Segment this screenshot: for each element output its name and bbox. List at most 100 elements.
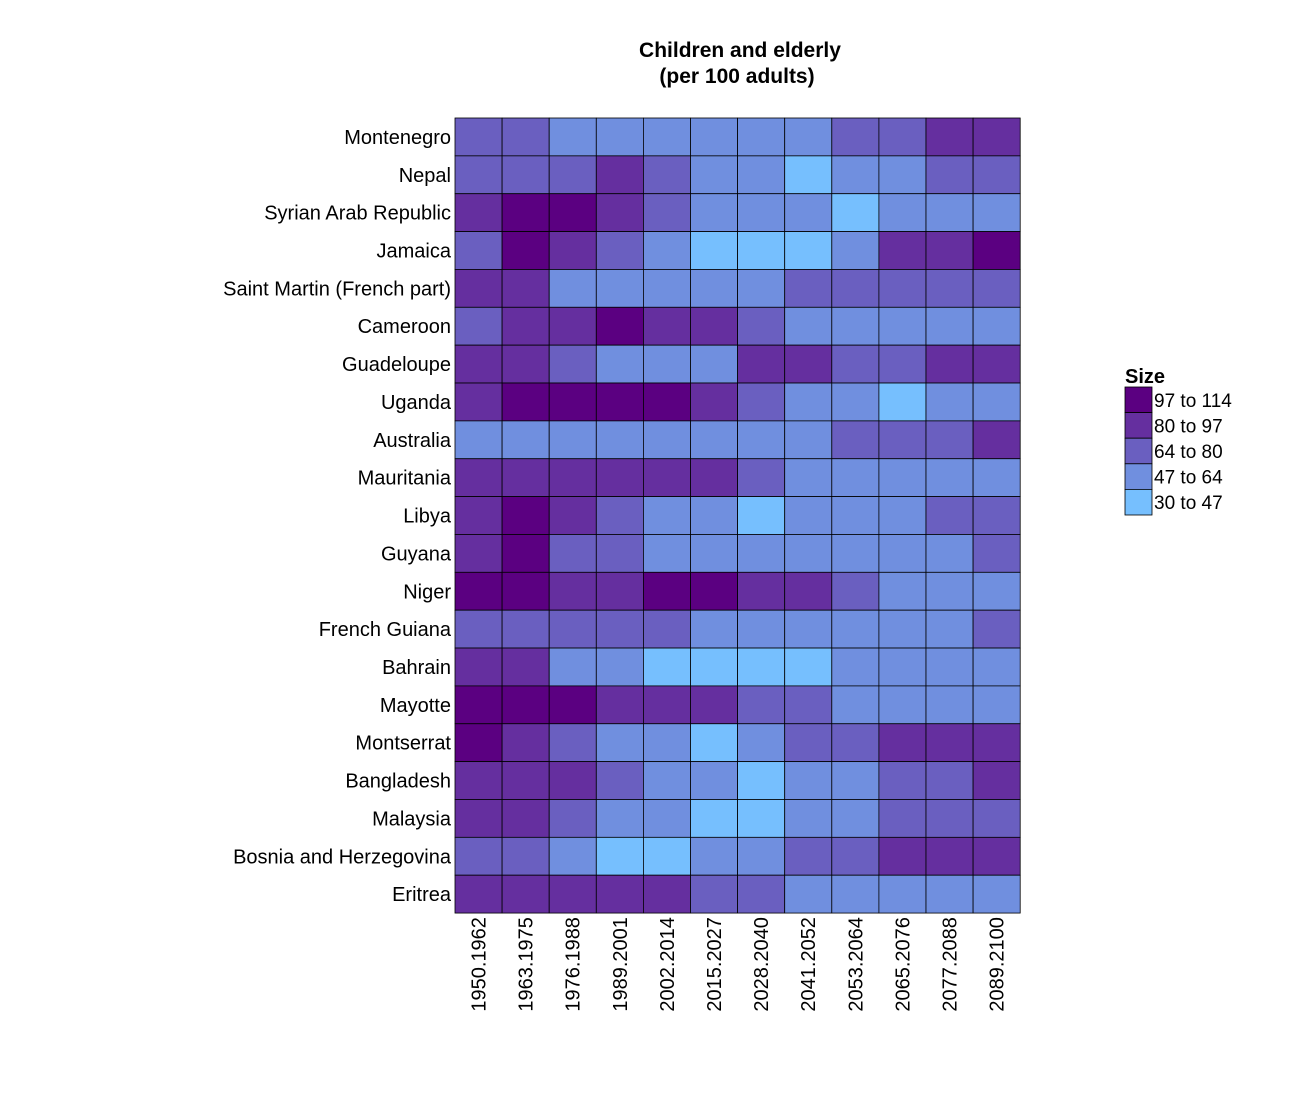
heatmap-cell (972, 761, 1021, 800)
heatmap-cell (454, 723, 503, 763)
row-label: Libya (403, 506, 452, 528)
heatmap-cell (643, 685, 691, 725)
heatmap-cell (878, 420, 927, 460)
heatmap-cell (737, 382, 786, 422)
heatmap-cell (737, 609, 786, 649)
heatmap-cell (595, 534, 644, 573)
heatmap-cell (454, 836, 503, 876)
heatmap-cell (501, 269, 550, 308)
heatmap-cell (737, 647, 786, 687)
heatmap-cell (831, 836, 880, 876)
heatmap-cell (878, 874, 927, 914)
heatmap-cell (548, 117, 597, 157)
heatmap-cell (972, 571, 1021, 611)
heatmap-cell (878, 571, 927, 611)
heatmap-cell (595, 647, 644, 687)
heatmap-cell (784, 155, 833, 195)
heatmap-cell (925, 231, 974, 270)
row-label: Mauritania (358, 468, 452, 490)
heatmap-cell (972, 306, 1021, 346)
heatmap-cell (925, 609, 974, 649)
heatmap-cell (690, 344, 738, 384)
heatmap-cell (972, 458, 1021, 497)
heatmap-cell (831, 458, 880, 497)
heatmap-cell (643, 231, 691, 270)
heatmap-cell (690, 458, 738, 497)
heatmap-cell (643, 193, 691, 232)
heatmap-cell (690, 723, 738, 763)
column-labels: 1950.1962 1963.1975 1976.1988 1989.2001 2002… (469, 917, 1009, 1012)
row-label: Uganda (381, 392, 452, 414)
heatmap-cell (737, 231, 786, 270)
legend-label: 80 to 97 (1154, 416, 1223, 437)
heatmap-cell (784, 382, 833, 422)
heatmap-cell (784, 306, 833, 346)
heatmap-cell (595, 571, 644, 611)
heatmap-cell (831, 193, 880, 232)
heatmap-cell (925, 458, 974, 497)
heatmap-cell (690, 155, 738, 195)
heatmap-cell (925, 534, 974, 573)
row-label: Bahrain (382, 657, 451, 679)
heatmap-cell (831, 269, 880, 308)
heatmap-cell (690, 685, 738, 725)
heatmap-cell (784, 723, 833, 763)
heatmap-cell (972, 269, 1021, 308)
heatmap-cell (454, 306, 503, 346)
heatmap-cell (501, 534, 550, 573)
row-label: Bosnia and Herzegovina (233, 846, 452, 868)
row-label: Bangladesh (345, 771, 451, 793)
row-label: Saint Martin (French part) (223, 278, 451, 300)
heatmap-cell (925, 799, 974, 838)
heatmap-cell (784, 874, 833, 914)
heatmap-cell (643, 723, 691, 763)
heatmap-cell (878, 193, 927, 232)
column-label: 1976.1988 (563, 917, 585, 1012)
heatmap-cell (595, 269, 644, 308)
heatmap-cell (831, 344, 880, 384)
heatmap-cell (925, 571, 974, 611)
heatmap-cell (595, 609, 644, 649)
heatmap-cell (548, 193, 597, 232)
heatmap-cell (784, 269, 833, 308)
heatmap-cell (878, 685, 927, 725)
heatmap-cell (972, 685, 1021, 725)
heatmap-cell (501, 231, 550, 270)
heatmap-cell (595, 382, 644, 422)
heatmap-cell (690, 231, 738, 270)
heatmap-cell (548, 647, 597, 687)
heatmap-cell (548, 874, 597, 914)
heatmap-cell (831, 155, 880, 195)
heatmap-cell (548, 458, 597, 497)
heatmap-cell (878, 382, 927, 422)
heatmap-cell (548, 609, 597, 649)
heatmap-cell (595, 458, 644, 497)
heatmap-cell (595, 193, 644, 232)
heatmap-cell (925, 193, 974, 232)
heatmap-cell (454, 571, 503, 611)
heatmap-cell (737, 723, 786, 763)
heatmap-cell (878, 799, 927, 838)
heatmap-cell (595, 420, 644, 460)
heatmap-cell (831, 382, 880, 422)
heatmap-cell (454, 420, 503, 460)
heatmap-cell (548, 571, 597, 611)
heatmap-cell (501, 761, 550, 800)
heatmap-cell (690, 496, 738, 535)
heatmap-cell (878, 306, 927, 346)
heatmap-cell (925, 496, 974, 535)
heatmap-cells (454, 117, 1021, 914)
heatmap-cell (878, 723, 927, 763)
heatmap-cell (595, 723, 644, 763)
column-label: 2089.2100 (987, 917, 1009, 1012)
heatmap-cell (784, 344, 833, 384)
heatmap-cell (878, 231, 927, 270)
row-label: Cameroon (358, 316, 451, 338)
heatmap-cell (595, 836, 644, 876)
legend-label: 64 to 80 (1154, 442, 1223, 463)
legend-label: 47 to 64 (1154, 468, 1223, 489)
heatmap-cell (784, 647, 833, 687)
heatmap-cell (878, 647, 927, 687)
heatmap-cell (501, 155, 550, 195)
heatmap-cell (595, 685, 644, 725)
